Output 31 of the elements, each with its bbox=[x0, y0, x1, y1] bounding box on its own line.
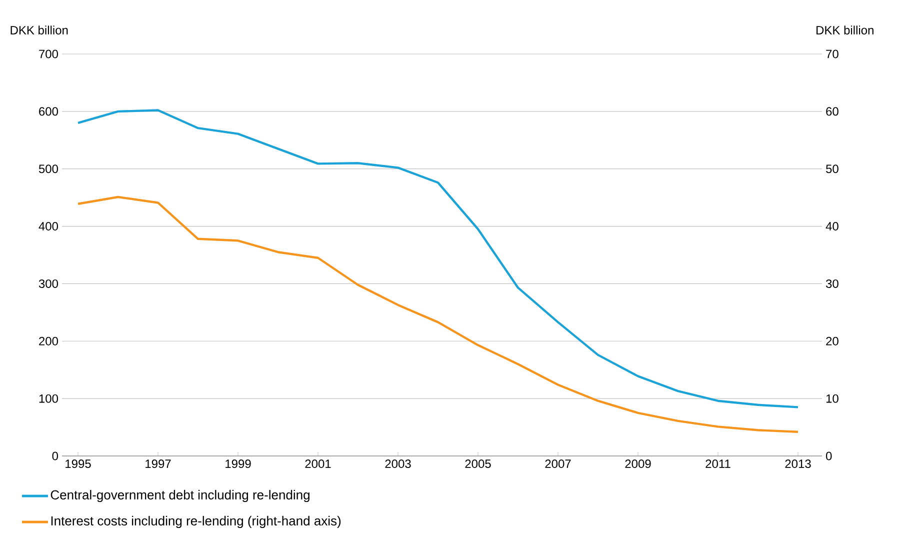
x-tick-label: 2007 bbox=[545, 460, 571, 468]
x-tick-label: 2001 bbox=[305, 460, 331, 468]
legend-label: Central-government debt including re-lending bbox=[50, 490, 310, 502]
y-tick-label: 200 bbox=[39, 336, 58, 346]
x-tick-label: 1995 bbox=[66, 460, 91, 468]
x-tick-label: 1997 bbox=[146, 460, 171, 468]
y-tick-label: 300 bbox=[38, 279, 58, 288]
y2-tick-label: 40 bbox=[826, 222, 838, 231]
y-tick-label: 400 bbox=[38, 222, 58, 231]
y2-tick-label: 60 bbox=[826, 107, 838, 116]
y-tick-label: 100 bbox=[39, 394, 58, 403]
x-tick-label: 2011 bbox=[706, 460, 730, 468]
y2-tick-label: 30 bbox=[826, 279, 838, 288]
y2-tick-label: 70 bbox=[826, 50, 838, 58]
y2-tick-label: 50 bbox=[826, 164, 838, 174]
x-tick-label: 2003 bbox=[385, 460, 411, 468]
y2-tick-label: 20 bbox=[826, 336, 838, 346]
x-tick-label: 2013 bbox=[785, 460, 811, 468]
line-series bbox=[76, 196, 800, 433]
y2-axis-title: DKK billion bbox=[816, 26, 874, 34]
x-tick-label: 1999 bbox=[226, 460, 251, 468]
y-tick-label: 0 bbox=[52, 452, 58, 460]
y-axis-title: DKK billion bbox=[10, 26, 68, 34]
y2-tick-label: 0 bbox=[826, 452, 832, 460]
x-tick-label: 2009 bbox=[625, 460, 651, 468]
x-tick-label: 2005 bbox=[465, 460, 491, 468]
y2-tick-label: 10 bbox=[826, 394, 838, 403]
legend-label: Interest costs including re-lending (right-hand axis) bbox=[51, 516, 341, 528]
y-tick-label: 700 bbox=[39, 50, 58, 58]
y-tick-label: 600 bbox=[39, 107, 58, 116]
y-tick-label: 500 bbox=[38, 164, 58, 174]
